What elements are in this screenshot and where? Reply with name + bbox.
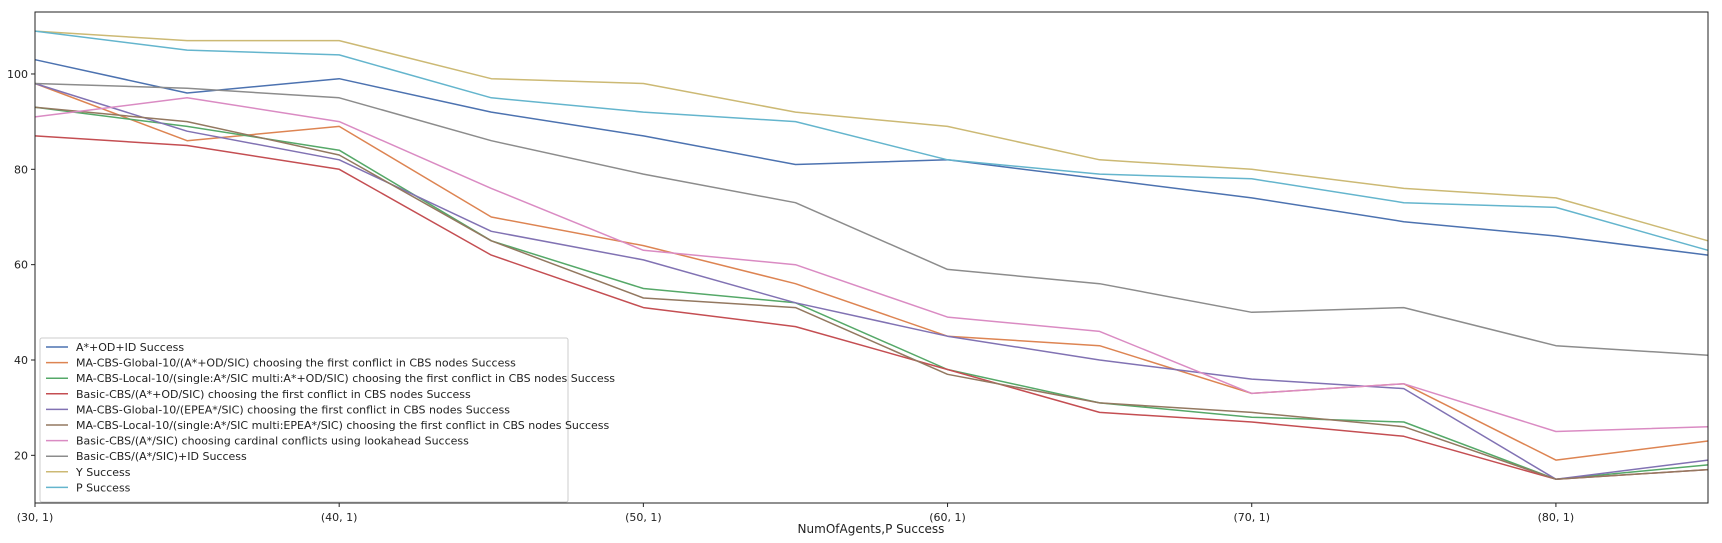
legend-entry: Y Success (75, 466, 131, 479)
x-tick-label: (40, 1) (321, 511, 358, 524)
x-tick-label: (80, 1) (1538, 511, 1575, 524)
legend: A*+OD+ID Success MA-CBS-Global-10/(A*+OD/… (39, 337, 615, 503)
series-line-7 (34, 97, 1709, 433)
x-tick-label: (60, 1) (929, 511, 966, 524)
plot-frame (34, 11, 1709, 504)
series-line-9 (34, 30, 1709, 242)
legend-entry: Basic-CBS/(A*+OD/SIC) choosing the first… (76, 388, 471, 401)
legend-entry: MA-CBS-Local-10/(single:A*/SIC multi:A*+… (76, 372, 615, 385)
legend-entry: P Success (76, 481, 131, 494)
series-line-2 (34, 82, 1709, 461)
x-tick-label: (50, 1) (625, 511, 662, 524)
series-line-5 (34, 82, 1709, 480)
series-layer (34, 30, 1709, 480)
y-axis: 20 40 60 80 100 (7, 68, 35, 462)
x-axis: (30, 1) (40, 1) (50, 1) (60, 1) (70, 1) (80, … (17, 503, 1574, 524)
legend-box (39, 337, 569, 503)
series-line-6 (34, 106, 1709, 480)
y-tick-label: 100 (7, 68, 28, 81)
series-line-8 (34, 82, 1709, 356)
series-line-10 (34, 30, 1709, 252)
series-line-3 (34, 106, 1709, 480)
y-tick-label: 40 (14, 354, 28, 367)
x-tick-label: (70, 1) (1233, 511, 1270, 524)
legend-entry: MA-CBS-Global-10/(A*+OD/SIC) choosing th… (76, 357, 516, 370)
legend-entry: A*+OD+ID Success (76, 341, 184, 354)
y-tick-label: 20 (14, 449, 28, 462)
legend-entry: MA-CBS-Local-10/(single:A*/SIC multi:EPE… (76, 419, 610, 432)
series-line-4 (34, 135, 1709, 480)
x-tick-label: (30, 1) (17, 511, 54, 524)
legend-entry: MA-CBS-Global-10/(EPEA*/SIC) choosing th… (76, 403, 510, 416)
y-tick-label: 80 (14, 163, 28, 176)
series-line-1 (34, 58, 1709, 256)
legend-entry: Basic-CBS/(A*/SIC)+ID Success (76, 450, 247, 463)
x-axis-label: NumOfAgents,P Success (798, 522, 945, 536)
y-tick-label: 60 (14, 259, 28, 272)
legend-entry: Basic-CBS/(A*/SIC) choosing cardinal con… (76, 435, 469, 448)
